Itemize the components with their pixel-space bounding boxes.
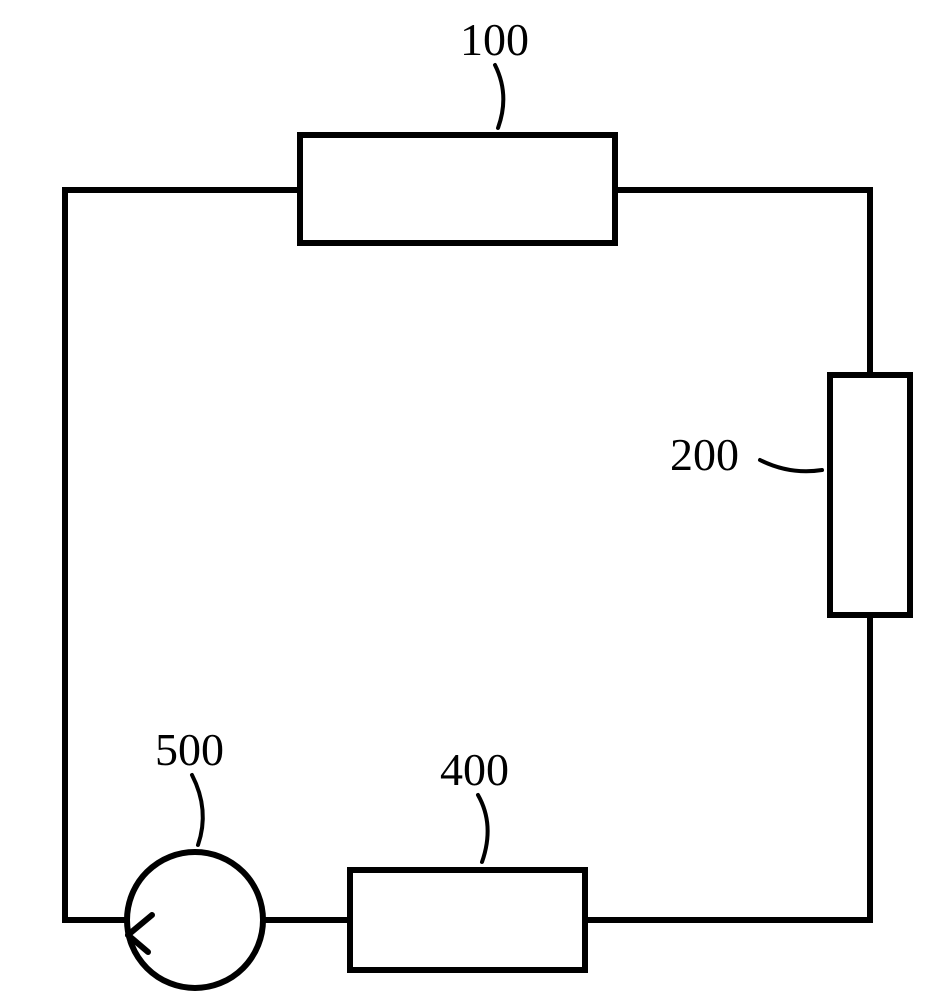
component-400 [350, 870, 585, 970]
label-400: 400 [440, 744, 509, 795]
wires [65, 190, 870, 920]
component-100 [300, 135, 615, 243]
leader-500 [192, 775, 203, 845]
label-100: 100 [460, 14, 529, 65]
leader-400 [478, 795, 488, 862]
label-200: 200 [670, 429, 739, 480]
leader-100 [495, 65, 503, 128]
circuit-diagram: 100 200 400 500 [0, 0, 932, 1001]
leader-200 [760, 460, 822, 471]
components [127, 135, 910, 988]
label-500: 500 [155, 724, 224, 775]
component-200 [830, 375, 910, 615]
